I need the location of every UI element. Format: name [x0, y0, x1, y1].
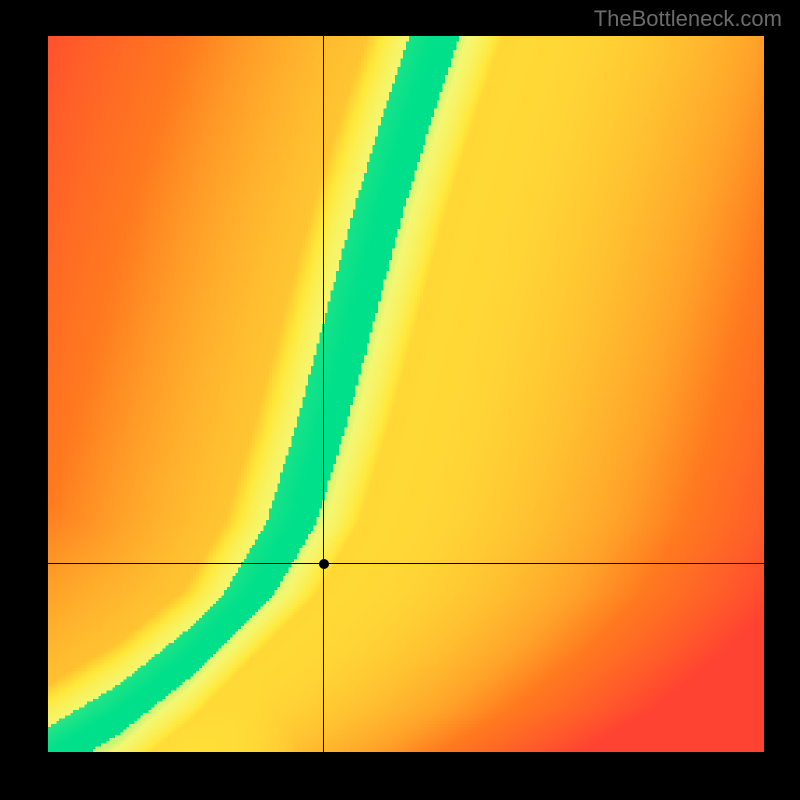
- bottleneck-heatmap: [48, 36, 764, 752]
- crosshair-horizontal-line: [48, 563, 764, 564]
- crosshair-vertical-line: [323, 36, 324, 752]
- watermark-text: TheBottleneck.com: [594, 6, 782, 32]
- crosshair-marker-dot: [319, 559, 329, 569]
